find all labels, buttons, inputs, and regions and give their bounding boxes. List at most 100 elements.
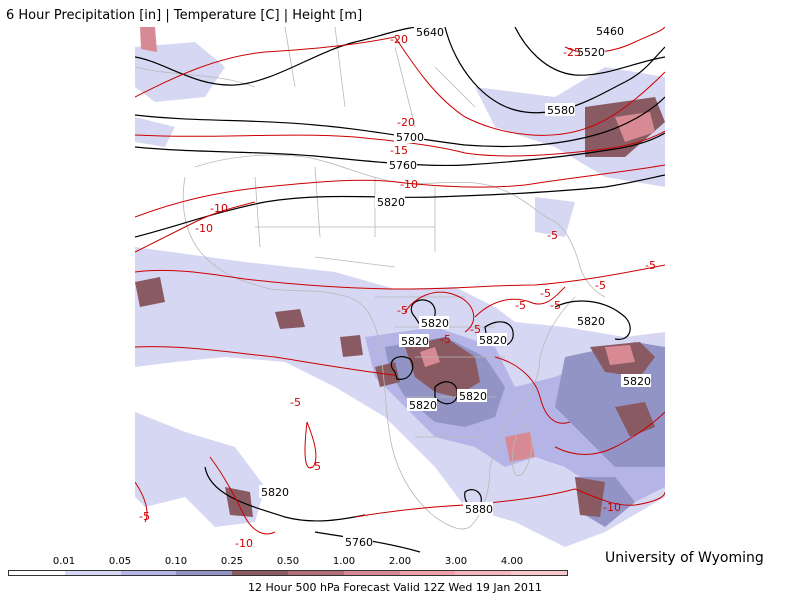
temperature-contour (209, 456, 276, 535)
height-label: 5820 (261, 486, 289, 499)
temperature-label: -20 (390, 33, 408, 46)
legend-tick-label: 2.00 (388, 556, 412, 567)
temperature-contour (404, 291, 475, 333)
color-scale-swatch (64, 571, 121, 575)
precipitation-layer (135, 27, 665, 547)
precip-area (505, 432, 535, 462)
weather-map: 5640 5460 5520 5580 5700 5760 5820 5820 … (135, 27, 665, 555)
precip-area (140, 27, 157, 52)
label-bg (594, 27, 624, 38)
temperature-label: -10 (603, 501, 621, 514)
precip-area (135, 42, 225, 102)
color-scale-swatch (9, 571, 65, 575)
height-label: 5820 (479, 334, 507, 347)
temperature-label: -5 (397, 304, 408, 317)
precip-area (225, 487, 253, 517)
height-contour (135, 96, 665, 148)
height-contour (135, 174, 665, 238)
temperature-contour (554, 411, 665, 455)
temperature-label: -10 (400, 178, 418, 191)
height-label: 5820 (409, 399, 437, 412)
chart-title: 6 Hour Precipitation [in] | Temperature … (6, 8, 363, 23)
label-bg (259, 485, 289, 498)
temperature-label: -10 (210, 202, 228, 215)
legend-tick-label: 3.00 (444, 556, 468, 567)
label-bg (457, 389, 487, 402)
temperature-labels: -20 -25 -20 -15 -10 -10 -10 -5 -5 -5 -5 … (139, 33, 656, 550)
height-label: 5820 (623, 375, 651, 388)
height-contour (434, 381, 458, 405)
label-bg (575, 45, 605, 58)
height-label: 5820 (459, 390, 487, 403)
precip-area (605, 345, 635, 365)
label-bg (575, 314, 605, 327)
label-bg (621, 374, 651, 387)
height-label: 5820 (577, 315, 605, 328)
color-scale-swatch (176, 571, 233, 575)
height-label: 5460 (596, 27, 624, 38)
label-bg (394, 130, 424, 143)
height-contour (554, 300, 631, 340)
legend-tick-label: 1.00 (332, 556, 356, 567)
temperature-contour (574, 488, 665, 506)
height-label: 5760 (389, 159, 417, 172)
label-bg (414, 27, 444, 38)
temperature-label: -10 (235, 537, 253, 550)
precip-area (615, 112, 655, 142)
height-labels: 5640 5460 5520 5580 5700 5760 5820 5820 … (259, 27, 651, 549)
legend-tick-label: 0.25 (220, 556, 244, 567)
color-scale-swatch (287, 571, 344, 575)
precip-area (275, 309, 305, 329)
temperature-label: -5 (595, 279, 606, 292)
temperature-contour (304, 421, 317, 469)
height-label: 5820 (401, 335, 429, 348)
label-bg (463, 502, 493, 515)
height-label: 5520 (577, 46, 605, 59)
temperature-contour (135, 264, 665, 290)
temperature-label: -10 (195, 222, 213, 235)
temperature-label: -5 (290, 396, 301, 409)
coastline (554, 221, 606, 298)
label-bg (407, 398, 437, 411)
legend-tick-label: 0.50 (276, 556, 300, 567)
color-scale-swatch (120, 571, 177, 575)
temperature-contours (135, 27, 665, 535)
precip-area (135, 277, 165, 307)
temperature-label: -5 (470, 323, 481, 336)
label-bg (387, 158, 417, 171)
precip-area (575, 477, 605, 517)
precip-area (340, 335, 363, 357)
label-bg (545, 103, 575, 116)
temperature-contour (135, 481, 148, 523)
color-scale-swatch (343, 571, 400, 575)
legend-tick-label: 0.10 (164, 556, 188, 567)
height-label: 5640 (416, 27, 444, 39)
border (135, 27, 476, 128)
height-contour (135, 27, 421, 86)
height-contour (204, 466, 366, 522)
height-label: 5820 (421, 317, 449, 330)
temperature-label: -5 (645, 259, 656, 272)
temperature-contour (494, 356, 571, 424)
height-label: 5820 (377, 196, 405, 209)
label-bg (477, 333, 507, 346)
temperature-contour (135, 201, 256, 253)
temperature-contour (394, 36, 665, 136)
height-contour (390, 356, 414, 380)
temperature-label: -5 (139, 510, 150, 523)
color-scale-bar (8, 570, 568, 576)
map-svg: 5640 5460 5520 5580 5700 5760 5820 5820 … (135, 27, 665, 553)
label-bg (399, 334, 429, 347)
label-bg (419, 316, 449, 329)
temperature-label: -5 (440, 333, 451, 346)
legend-tick-label: 0.01 (52, 556, 76, 567)
height-label: 5700 (396, 131, 424, 144)
legend-tick-label: 0.05 (108, 556, 132, 567)
forecast-valid-text: 12 Hour 500 hPa Forecast Valid 12Z Wed 1… (248, 581, 542, 594)
temperature-label: -20 (397, 116, 415, 129)
precip-area (535, 197, 575, 237)
coastline (182, 176, 576, 530)
color-scale-swatch (455, 571, 512, 575)
height-label: 5580 (547, 104, 575, 117)
temperature-label: -25 (563, 46, 581, 59)
